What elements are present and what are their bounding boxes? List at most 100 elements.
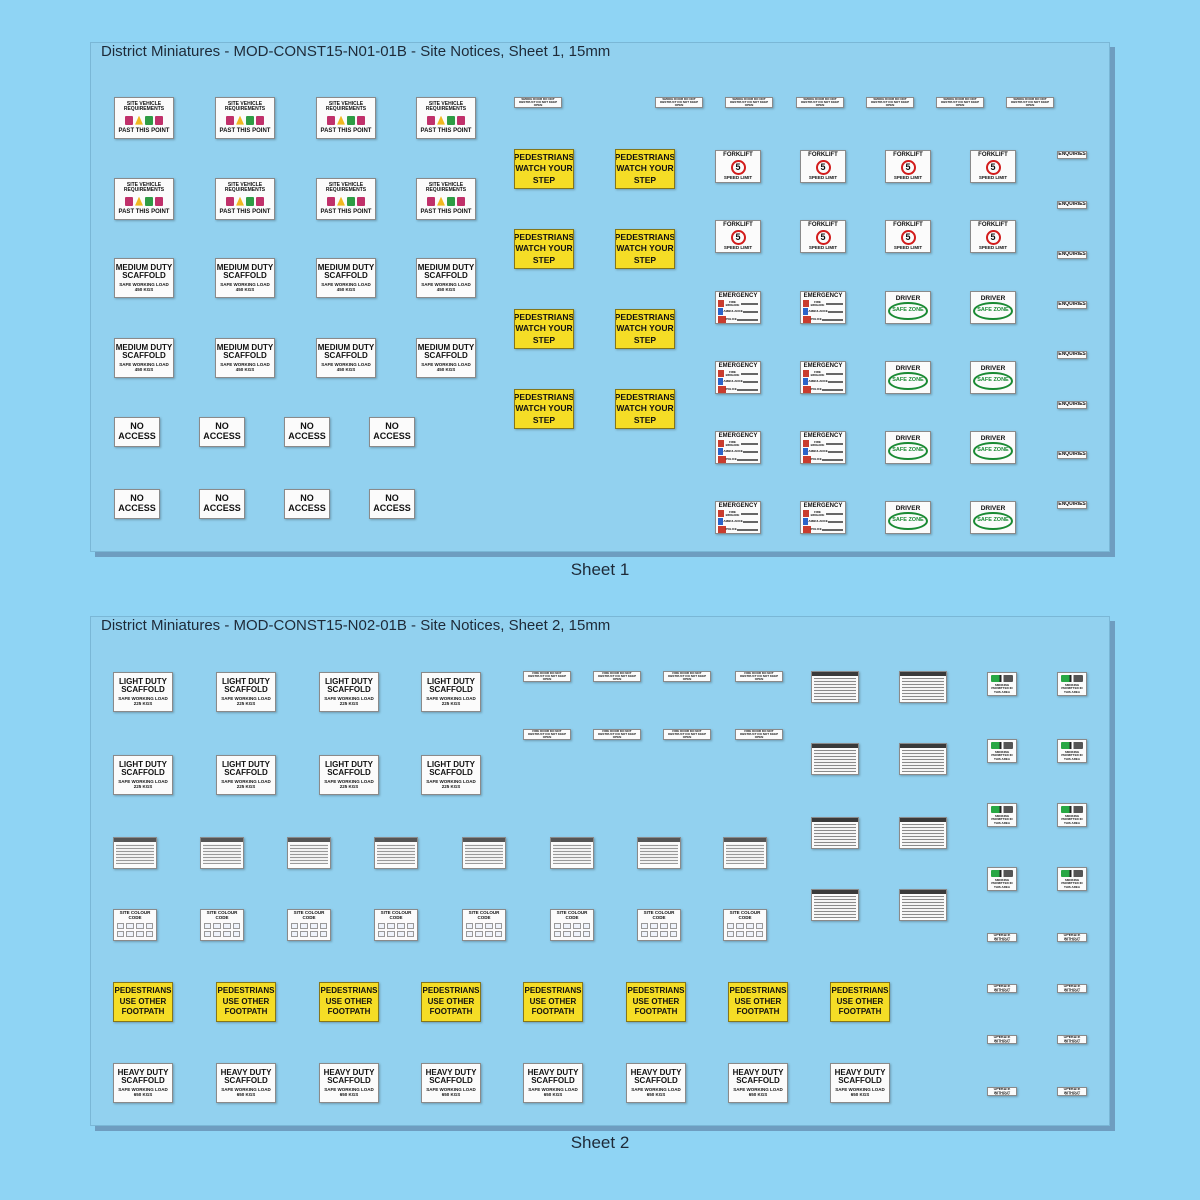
medium-duty-scaffold-sign: MEDIUM DUTY SCAFFOLD SAFE WORKING LOAD 450… bbox=[416, 338, 476, 378]
fire-door-sign: FIRE DOOR DO NOT OBSTRUCT DO NOT KEEP OP… bbox=[593, 671, 641, 682]
medium-duty-scaffold-sign: MEDIUM DUTY SCAFFOLD SAFE WORKING LOAD 450… bbox=[416, 258, 476, 298]
construction-permit-sign bbox=[899, 743, 947, 775]
no-access-sign: NO ACCESS bbox=[114, 489, 160, 519]
enquiries-sign: ENQUIRIES bbox=[1057, 251, 1087, 259]
fire-door-sign: FIRE DOOR DO NOT OBSTRUCT DO NOT KEEP OP… bbox=[735, 729, 783, 740]
construction-permit-sign bbox=[811, 817, 859, 849]
safety-notice-sign bbox=[723, 837, 767, 869]
site-colour-code-sign: SITE COLOUR CODE bbox=[200, 909, 244, 941]
light-duty-scaffold-sign: LIGHT DUTY SCAFFOLD SAFE WORKING LOAD 225 … bbox=[319, 755, 379, 795]
sheet-2-caption: Sheet 2 bbox=[570, 1133, 630, 1152]
construction-permit-sign bbox=[899, 671, 947, 703]
driver-safe-zone-sign: DRIVER SAFE ZONE bbox=[970, 291, 1016, 324]
heavy-duty-scaffold-sign: HEAVY DUTY SCAFFOLD SAFE WORKING LOAD 650 … bbox=[626, 1063, 686, 1103]
smoke-door-sign: SMOKE DOOR DO NOT OBSTRUCT DO NOT KEEP O… bbox=[936, 97, 984, 108]
site-vehicle-requirements-sign: SITE VEHICLE REQUIREMENTS PAST THIS POINT bbox=[316, 178, 376, 220]
no-access-sign: NO ACCESS bbox=[199, 417, 245, 447]
pedestrians-use-other-footpath-sign: PEDESTRIANS USE OTHER FOOTPATH bbox=[421, 982, 481, 1022]
enquiries-sign: ENQUIRIES bbox=[1057, 201, 1087, 209]
forklift-speed-limit-sign: FORKLIFT 5 SPEED LIMIT bbox=[970, 150, 1016, 183]
forklift-speed-limit-sign: FORKLIFT 5 SPEED LIMIT bbox=[970, 220, 1016, 253]
site-vehicle-requirements-sign: SITE VEHICLE REQUIREMENTS PAST THIS POINT bbox=[114, 178, 174, 220]
light-duty-scaffold-sign: LIGHT DUTY SCAFFOLD SAFE WORKING LOAD 225 … bbox=[113, 672, 173, 712]
smoking-area-sign: SMOKING PERMITTED IN THIS AREA bbox=[1057, 803, 1087, 827]
smoking-area-sign: SMOKING PERMITTED IN THIS AREA bbox=[987, 867, 1017, 891]
pedestrians-watch-your-step-sign: PEDESTRIANS WATCH YOUR STEP bbox=[615, 389, 675, 429]
driver-safe-zone-sign: DRIVER SAFE ZONE bbox=[970, 431, 1016, 464]
pedestrians-use-other-footpath-sign: PEDESTRIANS USE OTHER FOOTPATH bbox=[216, 982, 276, 1022]
safety-notice-sign bbox=[550, 837, 594, 869]
construction-permit-sign bbox=[899, 889, 947, 921]
fire-door-sign: FIRE DOOR DO NOT OBSTRUCT DO NOT KEEP OP… bbox=[735, 671, 783, 682]
medium-duty-scaffold-sign: MEDIUM DUTY SCAFFOLD SAFE WORKING LOAD 450… bbox=[316, 338, 376, 378]
pedestrians-use-other-footpath-sign: PEDESTRIANS USE OTHER FOOTPATH bbox=[113, 982, 173, 1022]
light-duty-scaffold-sign: LIGHT DUTY SCAFFOLD SAFE WORKING LOAD 225 … bbox=[421, 672, 481, 712]
driver-safe-zone-sign: DRIVER SAFE ZONE bbox=[885, 291, 931, 324]
no-access-sign: NO ACCESS bbox=[114, 417, 160, 447]
heavy-duty-scaffold-sign: HEAVY DUTY SCAFFOLD SAFE WORKING LOAD 650 … bbox=[728, 1063, 788, 1103]
safety-notice-sign bbox=[113, 837, 157, 869]
pedestrians-watch-your-step-sign: PEDESTRIANS WATCH YOUR STEP bbox=[615, 149, 675, 189]
forklift-speed-limit-sign: FORKLIFT 5 SPEED LIMIT bbox=[800, 220, 846, 253]
do-not-operate-sign: DO NOT OPERATE WITHOUT GUARDS bbox=[1057, 1087, 1087, 1096]
medium-duty-scaffold-sign: MEDIUM DUTY SCAFFOLD SAFE WORKING LOAD 450… bbox=[215, 258, 275, 298]
light-duty-scaffold-sign: LIGHT DUTY SCAFFOLD SAFE WORKING LOAD 225 … bbox=[216, 755, 276, 795]
driver-safe-zone-sign: DRIVER SAFE ZONE bbox=[970, 501, 1016, 534]
heavy-duty-scaffold-sign: HEAVY DUTY SCAFFOLD SAFE WORKING LOAD 650 … bbox=[523, 1063, 583, 1103]
medium-duty-scaffold-sign: MEDIUM DUTY SCAFFOLD SAFE WORKING LOAD 450… bbox=[114, 338, 174, 378]
do-not-operate-sign: DO NOT OPERATE WITHOUT GUARDS bbox=[987, 933, 1017, 942]
no-access-sign: NO ACCESS bbox=[369, 489, 415, 519]
heavy-duty-scaffold-sign: HEAVY DUTY SCAFFOLD SAFE WORKING LOAD 650 … bbox=[113, 1063, 173, 1103]
smoking-area-sign: SMOKING PERMITTED IN THIS AREA bbox=[987, 803, 1017, 827]
pedestrians-watch-your-step-sign: PEDESTRIANS WATCH YOUR STEP bbox=[615, 309, 675, 349]
medium-duty-scaffold-sign: MEDIUM DUTY SCAFFOLD SAFE WORKING LOAD 450… bbox=[316, 258, 376, 298]
site-vehicle-requirements-sign: SITE VEHICLE REQUIREMENTS PAST THIS POINT bbox=[416, 178, 476, 220]
smoking-area-sign: SMOKING PERMITTED IN THIS AREA bbox=[987, 739, 1017, 763]
fire-door-sign: FIRE DOOR DO NOT OBSTRUCT DO NOT KEEP OP… bbox=[523, 729, 571, 740]
safety-notice-sign bbox=[637, 837, 681, 869]
smoke-door-sign: SMOKE DOOR DO NOT OBSTRUCT DO NOT KEEP O… bbox=[514, 97, 562, 108]
site-colour-code-sign: SITE COLOUR CODE bbox=[637, 909, 681, 941]
safety-notice-sign bbox=[462, 837, 506, 869]
sheet-2-panel: District Miniatures - MOD-CONST15-N02-01… bbox=[90, 616, 1110, 1126]
site-vehicle-requirements-sign: SITE VEHICLE REQUIREMENTS PAST THIS POINT bbox=[215, 97, 275, 139]
forklift-speed-limit-sign: FORKLIFT 5 SPEED LIMIT bbox=[715, 220, 761, 253]
forklift-speed-limit-sign: FORKLIFT 5 SPEED LIMIT bbox=[800, 150, 846, 183]
site-vehicle-requirements-sign: SITE VEHICLE REQUIREMENTS PAST THIS POINT bbox=[416, 97, 476, 139]
fire-door-sign: FIRE DOOR DO NOT OBSTRUCT DO NOT KEEP OP… bbox=[663, 671, 711, 682]
light-duty-scaffold-sign: LIGHT DUTY SCAFFOLD SAFE WORKING LOAD 225 … bbox=[113, 755, 173, 795]
medium-duty-scaffold-sign: MEDIUM DUTY SCAFFOLD SAFE WORKING LOAD 450… bbox=[114, 258, 174, 298]
enquiries-sign: ENQUIRIES bbox=[1057, 151, 1087, 159]
construction-permit-sign bbox=[899, 817, 947, 849]
site-vehicle-requirements-sign: SITE VEHICLE REQUIREMENTS PAST THIS POINT bbox=[316, 97, 376, 139]
enquiries-sign: ENQUIRIES bbox=[1057, 451, 1087, 459]
forklift-speed-limit-sign: FORKLIFT 5 SPEED LIMIT bbox=[715, 150, 761, 183]
enquiries-sign: ENQUIRIES bbox=[1057, 351, 1087, 359]
no-access-sign: NO ACCESS bbox=[369, 417, 415, 447]
site-colour-code-sign: SITE COLOUR CODE bbox=[287, 909, 331, 941]
construction-permit-sign bbox=[811, 743, 859, 775]
smoking-area-sign: SMOKING PERMITTED IN THIS AREA bbox=[1057, 672, 1087, 696]
light-duty-scaffold-sign: LIGHT DUTY SCAFFOLD SAFE WORKING LOAD 225 … bbox=[319, 672, 379, 712]
pedestrians-watch-your-step-sign: PEDESTRIANS WATCH YOUR STEP bbox=[514, 389, 574, 429]
sheet-2-title: District Miniatures - MOD-CONST15-N02-01… bbox=[101, 617, 611, 634]
heavy-duty-scaffold-sign: HEAVY DUTY SCAFFOLD SAFE WORKING LOAD 650 … bbox=[319, 1063, 379, 1103]
driver-safe-zone-sign: DRIVER SAFE ZONE bbox=[885, 431, 931, 464]
site-colour-code-sign: SITE COLOUR CODE bbox=[113, 909, 157, 941]
smoking-area-sign: SMOKING PERMITTED IN THIS AREA bbox=[1057, 739, 1087, 763]
pedestrians-watch-your-step-sign: PEDESTRIANS WATCH YOUR STEP bbox=[514, 229, 574, 269]
safety-notice-sign bbox=[200, 837, 244, 869]
pedestrians-use-other-footpath-sign: PEDESTRIANS USE OTHER FOOTPATH bbox=[728, 982, 788, 1022]
do-not-operate-sign: DO NOT OPERATE WITHOUT GUARDS bbox=[1057, 933, 1087, 942]
pedestrians-use-other-footpath-sign: PEDESTRIANS USE OTHER FOOTPATH bbox=[830, 982, 890, 1022]
driver-safe-zone-sign: DRIVER SAFE ZONE bbox=[885, 361, 931, 394]
enquiries-sign: ENQUIRIES bbox=[1057, 301, 1087, 309]
medium-duty-scaffold-sign: MEDIUM DUTY SCAFFOLD SAFE WORKING LOAD 450… bbox=[215, 338, 275, 378]
smoke-door-sign: SMOKE DOOR DO NOT OBSTRUCT DO NOT KEEP O… bbox=[725, 97, 773, 108]
